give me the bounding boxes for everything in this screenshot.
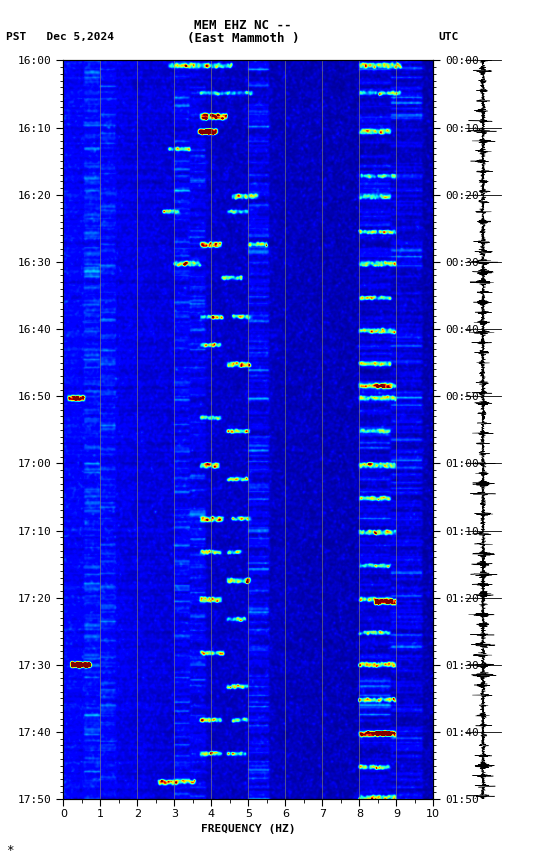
Text: (East Mammoth ): (East Mammoth ) xyxy=(187,32,299,45)
Text: UTC: UTC xyxy=(439,32,459,42)
X-axis label: FREQUENCY (HZ): FREQUENCY (HZ) xyxy=(201,824,296,835)
Text: MEM EHZ NC --: MEM EHZ NC -- xyxy=(194,19,291,32)
Text: *: * xyxy=(6,843,13,856)
Text: PST   Dec 5,2024: PST Dec 5,2024 xyxy=(6,32,114,42)
